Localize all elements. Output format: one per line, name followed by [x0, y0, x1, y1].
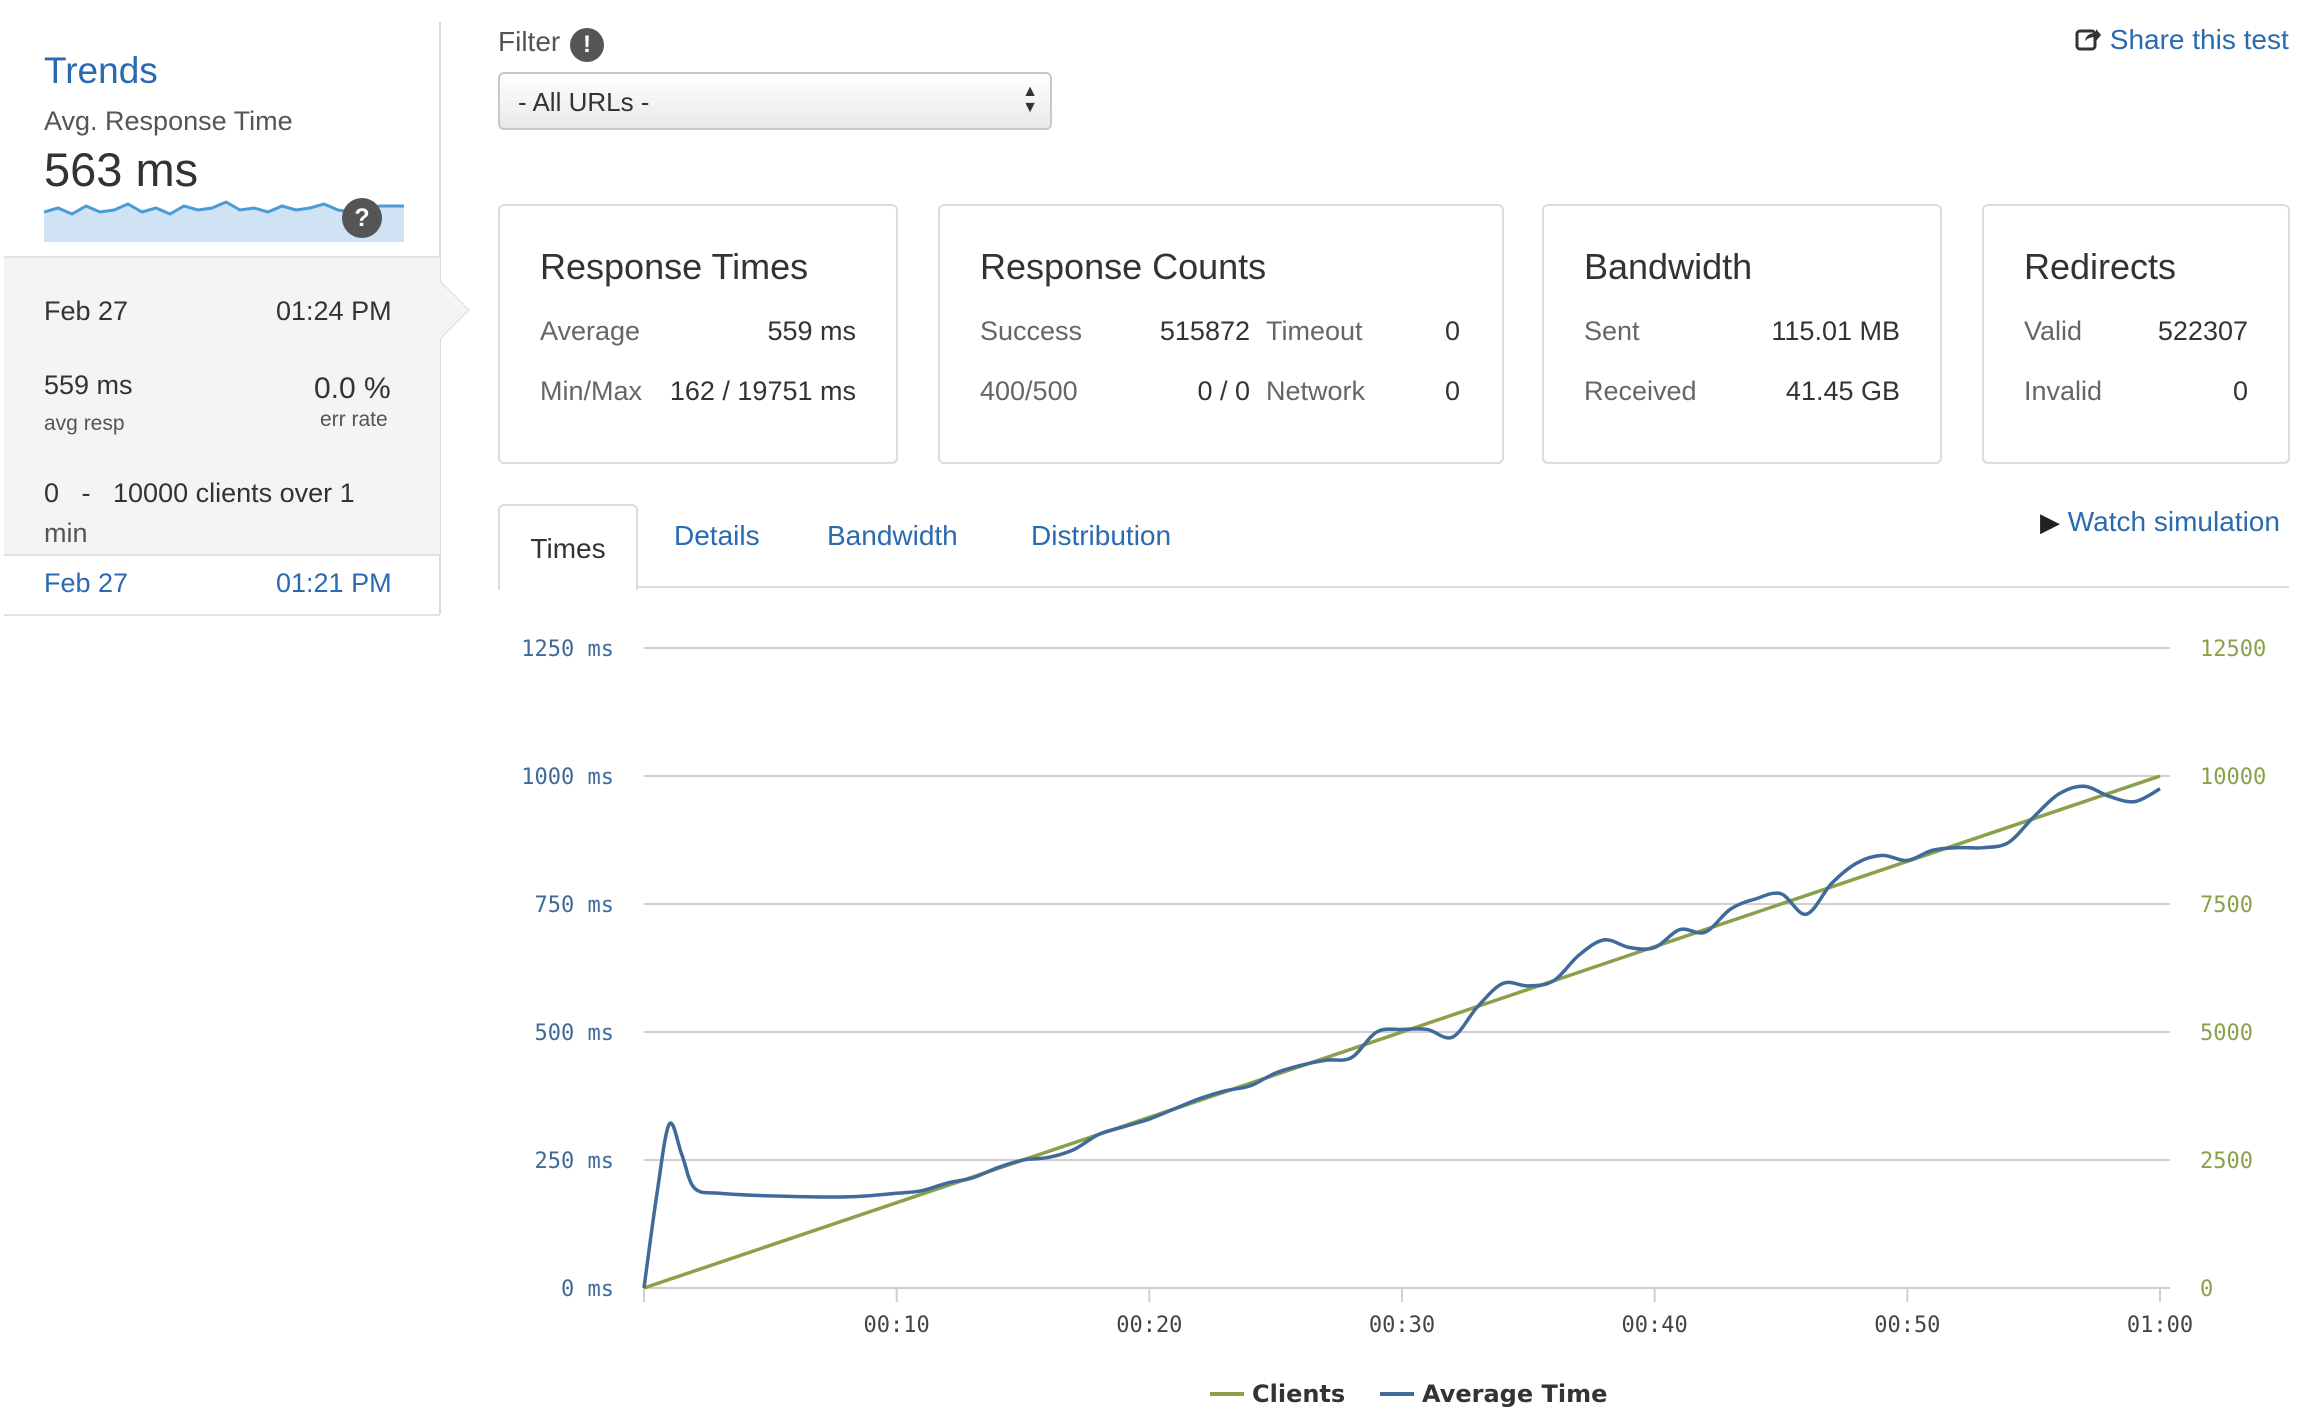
- tab-bandwidth[interactable]: Bandwidth: [827, 520, 958, 551]
- y-right-tick-label: 5000: [2200, 1021, 2253, 1046]
- trends-title[interactable]: Trends: [44, 50, 158, 91]
- timeout-value: 0: [1444, 316, 1460, 346]
- x-axis-ticks: 00:10 00:20 00:30 00:40 00:50 01:00: [864, 1313, 2194, 1338]
- run-clients-line1: 0 - 10000 clients over 1: [44, 478, 355, 508]
- y-left-tick-label: 500 ms: [535, 1021, 614, 1046]
- prev-run-date: Feb 27: [44, 568, 129, 598]
- tab-bar-divider: [498, 586, 2289, 588]
- trend-metric-value: 563 ms: [44, 143, 199, 196]
- share-test-link[interactable]: Share this test: [2074, 24, 2289, 56]
- response-times-title: Response Times: [540, 246, 809, 287]
- success-label: Success: [980, 316, 1083, 346]
- average-time-series-line: [642, 784, 2161, 1289]
- url-filter-select[interactable]: - All URLs - ▲ ▼: [498, 72, 1052, 130]
- y-right-tick-label: 0: [2200, 1277, 2213, 1302]
- received-value: 41.45 GB: [1785, 376, 1900, 406]
- active-run-pointer-fill: [440, 282, 468, 338]
- select-arrows-icon: ▲ ▼: [1022, 83, 1038, 116]
- valid-label: Valid: [2024, 316, 2083, 346]
- bandwidth-title: Bandwidth: [1584, 246, 1753, 287]
- network-value: 0: [1444, 376, 1460, 406]
- x-tick-label: 00:10: [864, 1313, 930, 1338]
- x-tick-label: 00:50: [1874, 1313, 1940, 1338]
- run-date: Feb 27: [44, 296, 129, 326]
- tab-times[interactable]: Times: [498, 504, 638, 590]
- sent-value: 115.01 MB: [1771, 316, 1900, 346]
- bandwidth-card: Bandwidth Sent 115.01 MB Received 41.45 …: [1542, 204, 1942, 464]
- chart-series: [642, 774, 2161, 1290]
- y-right-tick-label: 7500: [2200, 893, 2253, 918]
- redirects-card: Redirects Valid 522307 Invalid 0: [1982, 204, 2290, 464]
- chart-legend: Clients Average Time: [1210, 1380, 1607, 1408]
- y-right-tick-label: 2500: [2200, 1149, 2253, 1174]
- filter-info-icon[interactable]: !: [570, 28, 604, 62]
- network-label: Network: [1266, 376, 1366, 406]
- tab-distribution[interactable]: Distribution: [1031, 520, 1172, 551]
- play-icon: ▶: [2040, 507, 2060, 537]
- prev-run-time: 01:21 PM: [276, 568, 392, 598]
- tab-details[interactable]: Details: [674, 520, 760, 551]
- y-left-tick-label: 0 ms: [561, 1277, 614, 1302]
- err-label: 400/500: [980, 376, 1078, 406]
- response-time-chart: 0 ms 250 ms 500 ms 750 ms 1000 ms 1250 ms 0 25…: [521, 637, 2266, 1408]
- right-y-axis-ticks: 0 2500 5000 7500 10000 12500: [2200, 637, 2266, 1302]
- y-left-tick-label: 750 ms: [535, 893, 614, 918]
- average-label: Average: [540, 316, 641, 346]
- response-counts-title: Response Counts: [980, 246, 1267, 287]
- previous-test-run[interactable]: Feb 27 01:21 PM: [4, 554, 440, 616]
- y-left-tick-label: 1250 ms: [521, 637, 614, 662]
- sent-label: Sent: [1584, 316, 1640, 346]
- legend-clients-label[interactable]: Clients: [1252, 1380, 1345, 1408]
- run-err-rate-value: 0.0 %: [314, 372, 391, 405]
- y-left-tick-label: 250 ms: [535, 1149, 614, 1174]
- response-counts-card: Response Counts Success 515872 Timeout 0…: [938, 204, 1504, 464]
- url-filter-selected: - All URLs -: [518, 87, 650, 117]
- err-value: 0 / 0: [1197, 376, 1250, 406]
- legend-average-time-label[interactable]: Average Time: [1422, 1380, 1607, 1408]
- watch-simulation-link[interactable]: ▶ Watch simulation: [2040, 506, 2280, 538]
- y-right-tick-label: 12500: [2200, 637, 2266, 662]
- response-times-card: Response Times Average 559 ms Min/Max 16…: [498, 204, 898, 464]
- invalid-label: Invalid: [2024, 376, 2103, 406]
- filter-label: Filter: [498, 26, 561, 57]
- run-clients-line2: min: [44, 518, 88, 548]
- x-tick-label: 00:40: [1622, 1313, 1688, 1338]
- redirects-title: Redirects: [2024, 246, 2177, 287]
- average-value: 559 ms: [767, 316, 856, 346]
- valid-value: 522307: [2157, 316, 2248, 346]
- received-label: Received: [1584, 376, 1697, 406]
- minmax-label: Min/Max: [540, 376, 643, 406]
- y-left-tick-label: 1000 ms: [521, 765, 614, 790]
- y-right-tick-label: 10000: [2200, 765, 2266, 790]
- active-test-run[interactable]: Feb 27 01:24 PM 559 ms avg resp 0.0 % er…: [4, 256, 440, 556]
- run-avg-resp-label: avg resp: [44, 412, 125, 435]
- x-tick-label: 00:30: [1369, 1313, 1435, 1338]
- success-value: 515872: [1159, 316, 1250, 346]
- run-time: 01:24 PM: [276, 296, 392, 326]
- timeout-label: Timeout: [1266, 316, 1363, 346]
- trend-metric-label: Avg. Response Time: [44, 106, 293, 136]
- invalid-value: 0: [2232, 376, 2248, 406]
- trends-sidebar: Trends Avg. Response Time 563 ms ? Feb 2…: [4, 22, 470, 616]
- chart-gridlines: [643, 647, 2170, 1302]
- left-y-axis-ticks: 0 ms 250 ms 500 ms 750 ms 1000 ms 1250 ms: [521, 637, 614, 1302]
- watch-simulation-label: Watch simulation: [2067, 506, 2280, 537]
- help-icon[interactable]: ?: [342, 198, 382, 238]
- share-test-label: Share this test: [2109, 24, 2289, 55]
- run-avg-resp-value: 559 ms: [44, 370, 133, 400]
- run-err-rate-label: err rate: [320, 408, 388, 431]
- minmax-value: 162 / 19751 ms: [669, 376, 856, 406]
- share-icon: [2075, 29, 2101, 51]
- x-tick-label: 01:00: [2127, 1313, 2193, 1338]
- x-tick-label: 00:20: [1116, 1313, 1182, 1338]
- response-time-sparkline: [44, 200, 404, 242]
